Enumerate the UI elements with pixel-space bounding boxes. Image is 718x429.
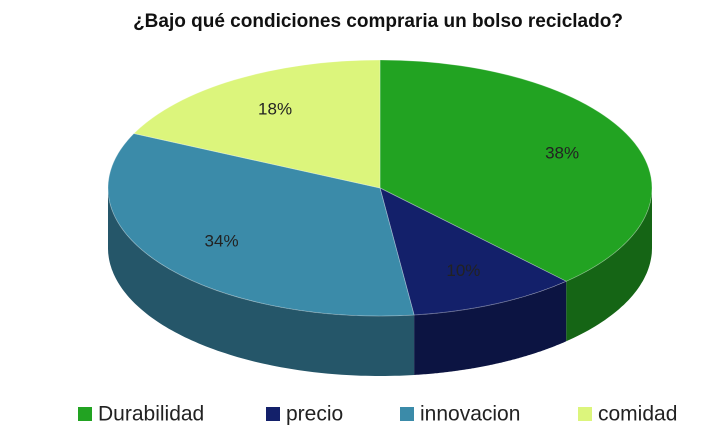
legend-swatch [578, 407, 592, 421]
legend-swatch [78, 407, 92, 421]
slice-side [566, 188, 652, 342]
slice [107, 133, 415, 317]
slice-side [414, 281, 567, 375]
chart-title: ¿Bajo qué condiciones compraria un bolso… [133, 11, 623, 32]
legend-label: Durabilidad [98, 403, 204, 426]
legend-label: innovacion [420, 403, 520, 426]
data-label: 34% [205, 232, 239, 251]
data-label: 18% [258, 100, 292, 119]
slice [379, 59, 653, 282]
legend-swatch [400, 407, 414, 421]
slice-side [108, 188, 415, 376]
slice [379, 187, 568, 316]
slice [133, 59, 381, 189]
legend-swatch [266, 407, 280, 421]
legend-label: comidad [598, 403, 677, 426]
data-label: 38% [545, 144, 579, 163]
legend-label: precio [286, 403, 343, 426]
data-label: 10% [446, 261, 480, 280]
